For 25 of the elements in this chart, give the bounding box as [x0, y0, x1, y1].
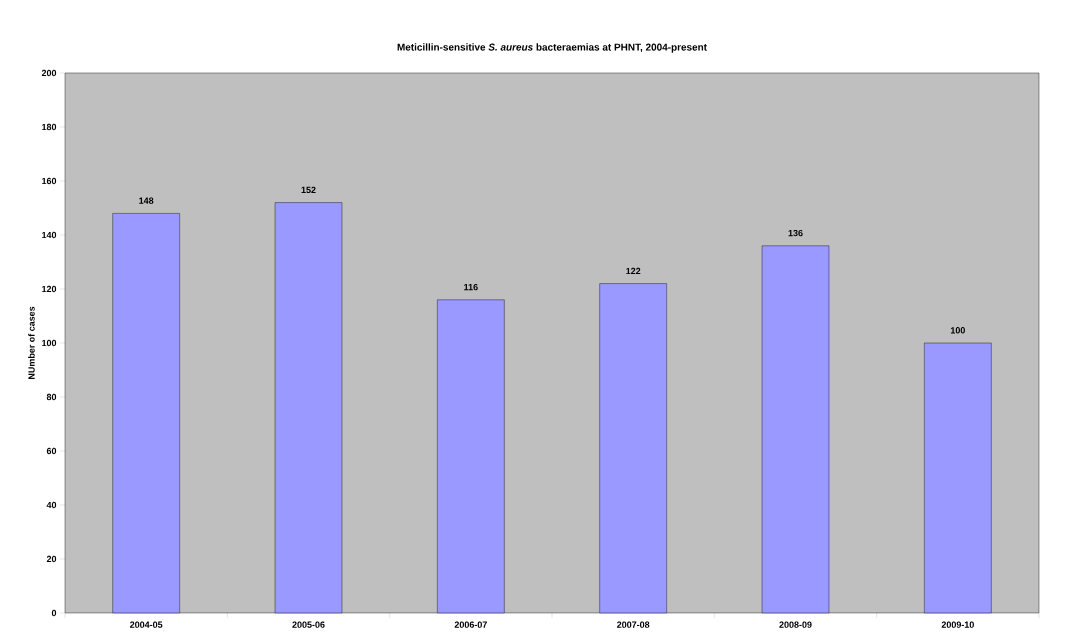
y-axis-title: NUmber of cases	[28, 306, 35, 380]
x-tick-label: 2006-07	[454, 621, 487, 628]
data-label: 122	[626, 267, 641, 275]
data-label: 100	[950, 327, 965, 334]
x-tick-label: 2009-10	[941, 621, 974, 628]
y-tick-label: 20	[46, 555, 57, 563]
y-tick-label: 120	[42, 285, 57, 293]
y-tick-label: 180	[42, 123, 57, 131]
y-tick-label: 60	[46, 447, 57, 455]
y-tick-label: 160	[42, 177, 57, 185]
x-tick-label: 2004-05	[130, 621, 163, 628]
chart-title: Meticillin-sensitive S. aureus bacteraemias at PHNT, 2004-present	[397, 43, 707, 53]
x-tick-label: 2005-06	[292, 621, 325, 628]
y-tick-label: 0	[51, 609, 57, 617]
x-tick-label: 2007-08	[617, 621, 650, 628]
y-tick-label: 40	[46, 501, 57, 509]
x-tick-label: 2008-09	[779, 621, 812, 628]
data-label: 136	[788, 229, 803, 237]
y-tick-label: 200	[41, 69, 57, 77]
data-label: 152	[301, 186, 316, 194]
data-label: 148	[139, 197, 154, 204]
y-tick-label: 140	[42, 231, 57, 239]
data-label: 116	[464, 283, 478, 291]
y-tick-label: 100	[42, 339, 57, 347]
y-tick-label: 80	[46, 393, 57, 401]
